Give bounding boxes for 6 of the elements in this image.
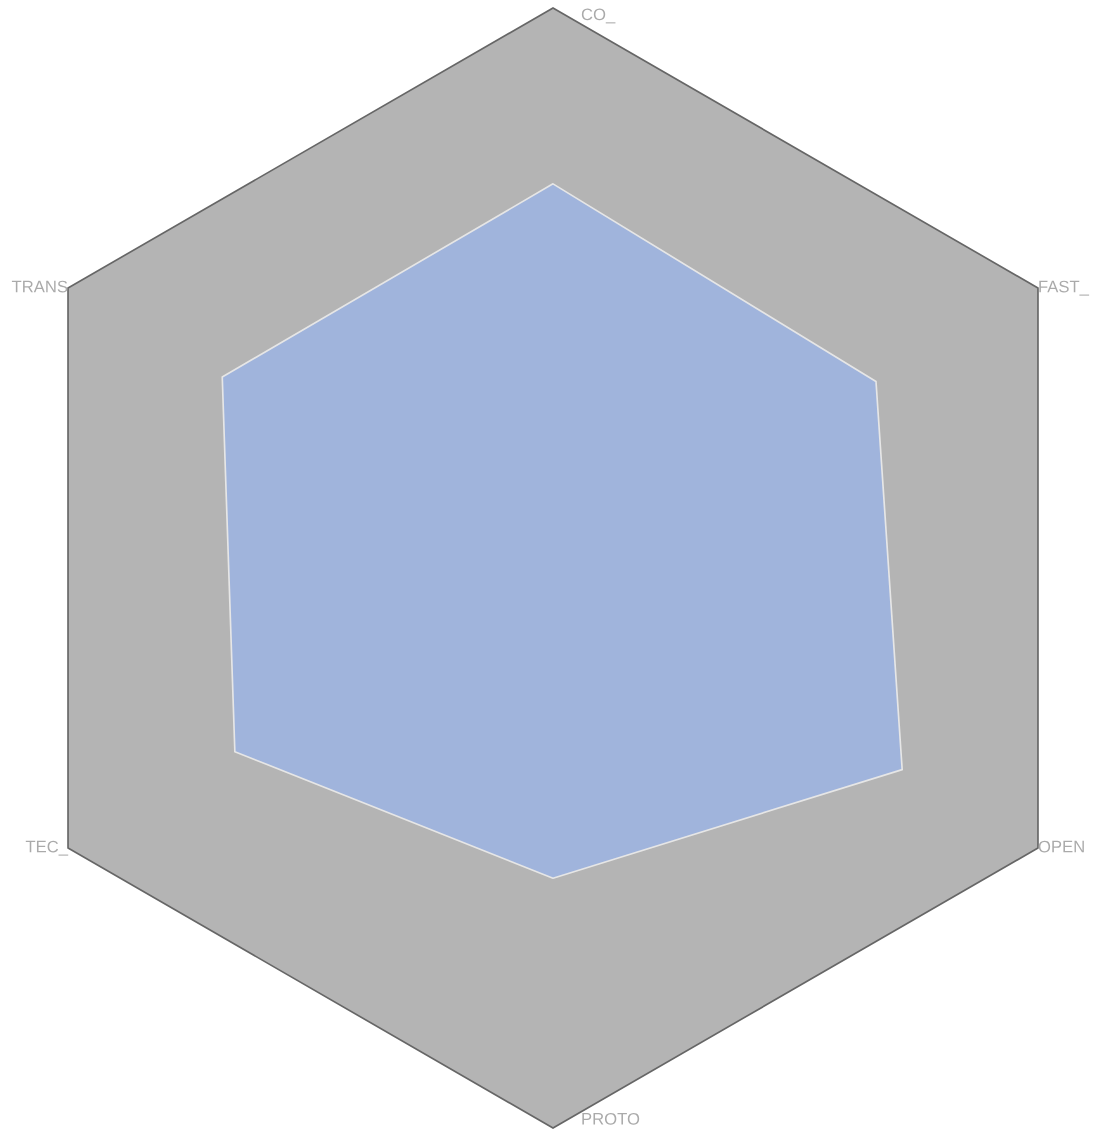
spoke-label: FAST_: [1039, 280, 1090, 296]
spoke-label: OPEN: [1038, 840, 1084, 853]
spoke-label: CO_: [581, 8, 616, 24]
spoke-label: TEC_: [25, 840, 69, 856]
spoke-label: TRANS: [11, 280, 68, 293]
spoke-label: PROTO: [582, 1112, 640, 1125]
